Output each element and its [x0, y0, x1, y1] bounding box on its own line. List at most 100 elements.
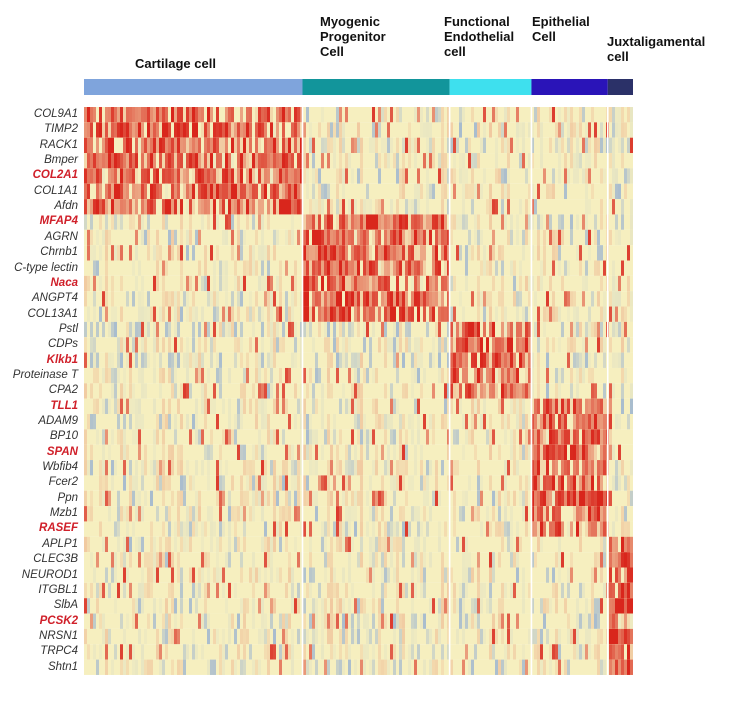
heatmap-cell: [120, 506, 123, 522]
heatmap-cell: [219, 275, 222, 292]
heatmap-cell: [462, 199, 465, 215]
heatmap-cell: [399, 628, 402, 645]
heatmap-cell: [600, 475, 603, 491]
heatmap-cell: [213, 398, 216, 414]
heatmap-cell: [168, 444, 171, 461]
heatmap-cell: [372, 552, 375, 568]
heatmap-cell: [540, 490, 543, 507]
heatmap-cell: [381, 260, 384, 276]
heatmap-cell: [624, 521, 627, 537]
heatmap-cell: [303, 137, 306, 154]
heatmap-cell: [624, 536, 627, 553]
heatmap-cell: [264, 183, 267, 200]
heatmap-cell: [372, 613, 375, 629]
heatmap-cell: [156, 644, 159, 660]
heatmap-cell: [336, 582, 339, 599]
heatmap-cell: [447, 137, 450, 154]
heatmap-cell: [630, 490, 633, 507]
heatmap-cell: [342, 628, 345, 645]
heatmap-cell: [93, 398, 96, 414]
heatmap-cell: [501, 383, 504, 399]
heatmap-cell: [504, 582, 507, 599]
heatmap-cell: [552, 414, 555, 430]
heatmap-cell: [285, 444, 288, 461]
heatmap-cell: [618, 598, 621, 614]
heatmap-cell: [195, 107, 198, 123]
heatmap-cell: [552, 398, 555, 414]
heatmap-cell: [300, 521, 303, 537]
heatmap-cell: [198, 107, 201, 123]
heatmap-cell: [93, 291, 96, 307]
heatmap-cell: [210, 153, 213, 169]
heatmap-cell: [360, 460, 363, 476]
heatmap-cell: [558, 506, 561, 522]
heatmap-cell: [387, 137, 390, 154]
heatmap-cell: [279, 521, 282, 537]
heatmap-cell: [273, 521, 276, 537]
heatmap-cell: [192, 352, 195, 368]
heatmap-cell: [555, 644, 558, 660]
heatmap-cell: [195, 306, 198, 322]
heatmap-cell: [477, 383, 480, 399]
heatmap-cell: [96, 598, 99, 614]
heatmap-cell: [351, 582, 354, 599]
heatmap-cell: [585, 429, 588, 445]
heatmap-cell: [612, 536, 615, 553]
heatmap-cell: [306, 107, 309, 123]
heatmap-cell: [588, 306, 591, 322]
heatmap-cell: [372, 229, 375, 246]
heatmap-cell: [381, 536, 384, 553]
heatmap-cell: [330, 444, 333, 461]
heatmap-cell: [366, 199, 369, 215]
heatmap-cell: [582, 367, 585, 384]
heatmap-cell: [471, 414, 474, 430]
heatmap-cell: [483, 367, 486, 384]
heatmap-cell: [219, 260, 222, 276]
heatmap-cell: [531, 199, 534, 215]
heatmap-cell: [384, 414, 387, 430]
heatmap-cell: [84, 582, 87, 599]
heatmap-cell: [147, 153, 150, 169]
heatmap-cell: [342, 245, 345, 261]
heatmap-cell: [453, 460, 456, 476]
heatmap-cell: [474, 337, 477, 353]
heatmap-cell: [522, 644, 525, 660]
heatmap-cell: [225, 199, 228, 215]
heatmap-cell: [432, 214, 435, 230]
heatmap-cell: [99, 383, 102, 399]
heatmap-cell: [225, 122, 228, 138]
heatmap-cell: [327, 291, 330, 307]
heatmap-cell: [615, 107, 618, 123]
heatmap-cell: [108, 122, 111, 138]
heatmap-cell: [120, 168, 123, 184]
heatmap-cell: [96, 398, 99, 414]
heatmap-cell: [600, 337, 603, 353]
heatmap-cell: [114, 644, 117, 660]
heatmap-cell: [372, 137, 375, 154]
heatmap-cell: [522, 245, 525, 261]
heatmap-cell: [333, 644, 336, 660]
heatmap-cell: [168, 137, 171, 154]
heatmap-cell: [591, 183, 594, 200]
heatmap-cell: [258, 168, 261, 184]
heatmap-cell: [453, 183, 456, 200]
heatmap-cell: [555, 598, 558, 614]
heatmap-cell: [309, 536, 312, 553]
heatmap-cell: [306, 475, 309, 491]
heatmap-cell: [390, 337, 393, 353]
heatmap-cell: [324, 337, 327, 353]
heatmap-cell: [570, 291, 573, 307]
heatmap-cell: [558, 229, 561, 246]
heatmap-cell: [363, 337, 366, 353]
heatmap-cell: [534, 414, 537, 430]
heatmap-cell: [414, 291, 417, 307]
heatmap-cell: [120, 383, 123, 399]
heatmap-cell: [189, 214, 192, 230]
heatmap-cell: [594, 552, 597, 568]
heatmap-cell: [291, 199, 294, 215]
heatmap-cell: [363, 199, 366, 215]
heatmap-cell: [225, 460, 228, 476]
heatmap-cell: [528, 275, 531, 292]
heatmap-cell: [294, 168, 297, 184]
heatmap-cell: [111, 153, 114, 169]
